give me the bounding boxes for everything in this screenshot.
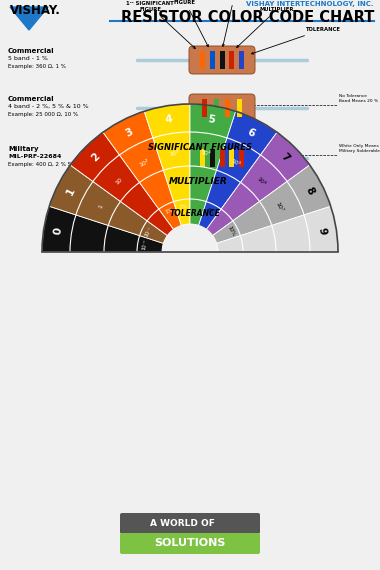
Wedge shape (217, 206, 338, 252)
Bar (237, 99, 242, 117)
Text: 10⁻¹: 10⁻¹ (144, 225, 154, 237)
Text: MULTIPLIER: MULTIPLIER (169, 177, 227, 186)
Text: 7: 7 (279, 151, 291, 164)
Text: 3ʳᵈ SIGNIFICANT FIGURE: 3ʳᵈ SIGNIFICANT FIGURE (198, 0, 270, 46)
FancyBboxPatch shape (189, 46, 255, 74)
Text: 4: 4 (165, 114, 173, 125)
Text: Example: 360 Ω, 1 %: Example: 360 Ω, 1 % (8, 64, 66, 69)
Text: Example: 400 Ω, 2 % Solderable: Example: 400 Ω, 2 % Solderable (8, 162, 97, 167)
Bar (239, 149, 244, 167)
Bar (200, 149, 205, 167)
Wedge shape (199, 111, 277, 229)
Text: RESISTOR COLOR CODE CHART: RESISTOR COLOR CODE CHART (120, 10, 374, 25)
Bar (202, 99, 207, 117)
Text: 10⁻²: 10⁻² (141, 239, 148, 251)
Bar (229, 149, 234, 167)
Text: A WORLD OF: A WORLD OF (150, 519, 214, 528)
Text: Commercial: Commercial (8, 96, 55, 102)
Wedge shape (70, 132, 174, 235)
Text: SIGNIFICANT FIGURES: SIGNIFICANT FIGURES (148, 144, 252, 153)
Text: Example: 25 000 Ω, 10 %: Example: 25 000 Ω, 10 % (8, 112, 78, 117)
Text: VISHAY.: VISHAY. (10, 4, 61, 17)
Text: White Only Means
Military Solderable Leads: White Only Means Military Solderable Lea… (339, 144, 380, 153)
Text: No Tolerance
Band Means 20 %: No Tolerance Band Means 20 % (339, 95, 378, 103)
Text: 10%: 10% (226, 225, 236, 237)
Bar (210, 51, 215, 69)
Text: 2%: 2% (179, 203, 187, 210)
Wedge shape (206, 132, 310, 235)
Text: MIL-PRF-22684: MIL-PRF-22684 (8, 154, 62, 159)
Wedge shape (42, 206, 163, 252)
Wedge shape (144, 104, 190, 225)
FancyBboxPatch shape (189, 94, 255, 122)
Wedge shape (213, 165, 331, 243)
Text: 5%: 5% (206, 207, 215, 215)
Text: 1: 1 (98, 203, 104, 209)
Wedge shape (49, 165, 167, 243)
Text: TOLERANCE: TOLERANCE (252, 27, 340, 54)
Text: 5: 5 (207, 114, 215, 125)
Text: 10⁶: 10⁶ (255, 176, 266, 187)
Text: 6: 6 (245, 127, 256, 139)
Bar (239, 51, 244, 69)
Text: 1: 1 (65, 186, 77, 197)
Text: 0: 0 (52, 227, 63, 235)
Bar (200, 51, 205, 69)
FancyBboxPatch shape (189, 144, 255, 172)
Text: 10⁴: 10⁴ (200, 150, 211, 157)
Wedge shape (103, 111, 181, 229)
FancyBboxPatch shape (120, 533, 260, 554)
Bar (225, 99, 230, 117)
Text: 4 band - 2 %, 5 % & 10 %: 4 band - 2 %, 5 % & 10 % (8, 104, 89, 109)
Text: 2ⁿᵈ SIGNIFICANT
FIGURE: 2ⁿᵈ SIGNIFICANT FIGURE (160, 0, 208, 47)
Text: 10⁷: 10⁷ (274, 201, 283, 212)
Text: 1ˢᵗ SIGNIFICANT
FIGURE: 1ˢᵗ SIGNIFICANT FIGURE (126, 1, 195, 48)
Bar (210, 149, 215, 167)
Text: Military: Military (8, 146, 39, 152)
Text: 5 band - 1 %: 5 band - 1 % (8, 56, 48, 61)
Text: 10²: 10² (139, 158, 150, 168)
Text: MULTIPLIER: MULTIPLIER (237, 7, 294, 47)
Bar (220, 51, 225, 69)
Bar (229, 51, 234, 69)
Text: 8: 8 (303, 186, 315, 197)
Text: 3: 3 (124, 127, 135, 139)
Text: 1%: 1% (165, 207, 174, 215)
Text: VISHAY INTERTECHNOLOGY, INC.: VISHAY INTERTECHNOLOGY, INC. (246, 1, 374, 7)
Text: 9: 9 (317, 227, 328, 235)
Wedge shape (190, 104, 236, 225)
Text: SOLUTIONS: SOLUTIONS (154, 539, 226, 548)
FancyBboxPatch shape (120, 513, 260, 534)
Bar (214, 99, 219, 117)
Text: 10⁵: 10⁵ (230, 158, 241, 168)
Bar (220, 149, 225, 167)
Text: TOLERANCE: TOLERANCE (169, 210, 220, 218)
Text: 10³: 10³ (169, 150, 180, 157)
Text: 10: 10 (115, 177, 124, 186)
Polygon shape (10, 7, 48, 30)
Text: 2: 2 (89, 151, 101, 164)
Text: Commercial: Commercial (8, 48, 55, 54)
